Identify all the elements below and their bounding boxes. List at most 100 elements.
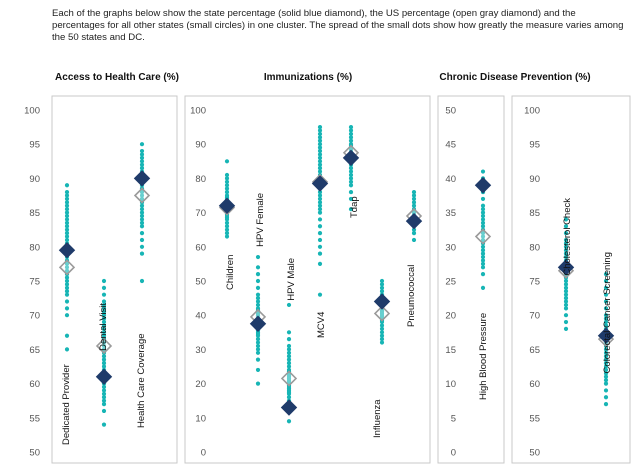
state-dot [348,176,354,181]
state-dot [64,275,70,280]
y-tick-label: 100 [190,106,206,117]
state-dot [101,391,107,396]
state-dot [101,398,107,403]
state-dot [411,237,417,243]
state-dot [317,193,323,198]
y-tick-label: 100 [524,106,540,117]
state-dot [255,272,261,277]
state-dot [348,131,354,137]
state-dot [255,254,261,260]
state-dot [563,248,569,253]
state-diamond [280,399,298,416]
state-dot [139,155,145,160]
state-dot [139,220,145,225]
state-dot [255,265,261,270]
y-tick-label: 40 [445,174,456,185]
state-dot [379,323,385,328]
y-tick-label: 65 [529,345,540,356]
state-dot [101,323,107,328]
state-dot [480,207,486,212]
state-dot [480,272,486,277]
state-dot [139,224,145,229]
state-dot [101,326,107,331]
state-dot [317,155,323,160]
state-dot [411,196,417,202]
state-dot [480,237,486,243]
state-dot [317,138,323,143]
state-dot [224,227,230,232]
state-dot [101,360,107,366]
state-dot [348,196,354,202]
state-dot [411,231,417,236]
state-dot [317,145,323,150]
state-dot [255,302,261,308]
state-dot [480,217,486,222]
y-tick-label: 90 [195,140,206,151]
state-dot [480,220,486,225]
state-dot [101,364,107,369]
state-dot [563,241,569,246]
y-tick-label: 85 [529,208,540,219]
state-diamond [58,242,76,259]
state-dot [317,244,323,249]
y-tick-label: 25 [445,277,456,288]
us-diamond [133,187,151,204]
state-dot [563,278,569,284]
state-dot [139,142,145,147]
state-dot [348,183,354,188]
state-dot [411,203,417,208]
state-dot [101,292,107,297]
state-dot [603,395,609,400]
state-dot [139,251,145,256]
state-dot [603,357,609,362]
state-dot [286,357,292,362]
state-dot [101,395,107,400]
y-tick-label: 30 [195,345,206,356]
state-dot [286,350,292,355]
state-dot [480,285,486,290]
panel-frame [511,95,631,464]
y-tick-label: 95 [29,140,40,151]
state-dot [317,210,323,215]
state-dot [603,299,609,304]
state-dot [563,313,569,318]
panel-frame [51,95,178,464]
state-dot [64,210,70,215]
state-dot [224,193,230,198]
state-dot [101,330,107,335]
y-tick-label: 15 [445,345,456,356]
state-dot [348,125,354,130]
y-tick-label: 20 [195,379,206,390]
state-dot [64,227,70,232]
us-diamond [58,259,76,276]
us-diamond [280,370,298,387]
state-dot [139,152,145,157]
y-tick-label: 55 [29,413,40,424]
state-dot [255,337,261,342]
state-dot [64,285,70,290]
panel-title: Immunizations (%) [264,72,352,83]
state-dot [563,289,569,294]
y-tick-label: 20 [445,311,456,322]
state-dot [603,371,609,376]
y-tick-label: 5 [451,413,456,424]
state-dot [139,213,145,219]
y-tick-label: 60 [195,242,206,253]
state-dot [480,254,486,260]
state-dot [348,172,354,178]
state-dot [224,186,230,191]
state-dot [563,302,569,308]
state-dot [101,333,107,338]
state-dot [317,162,323,167]
state-dot [139,203,145,208]
measure-label: HPV Female [255,193,266,247]
y-tick-label: 80 [29,242,40,253]
y-tick-label: 100 [24,106,40,117]
state-dot [563,244,569,249]
state-dot [139,148,145,154]
state-dot [480,261,486,266]
y-tick-label: 90 [529,174,540,185]
state-dot [286,354,292,359]
state-dot [224,183,230,188]
y-tick-label: 60 [29,379,40,390]
